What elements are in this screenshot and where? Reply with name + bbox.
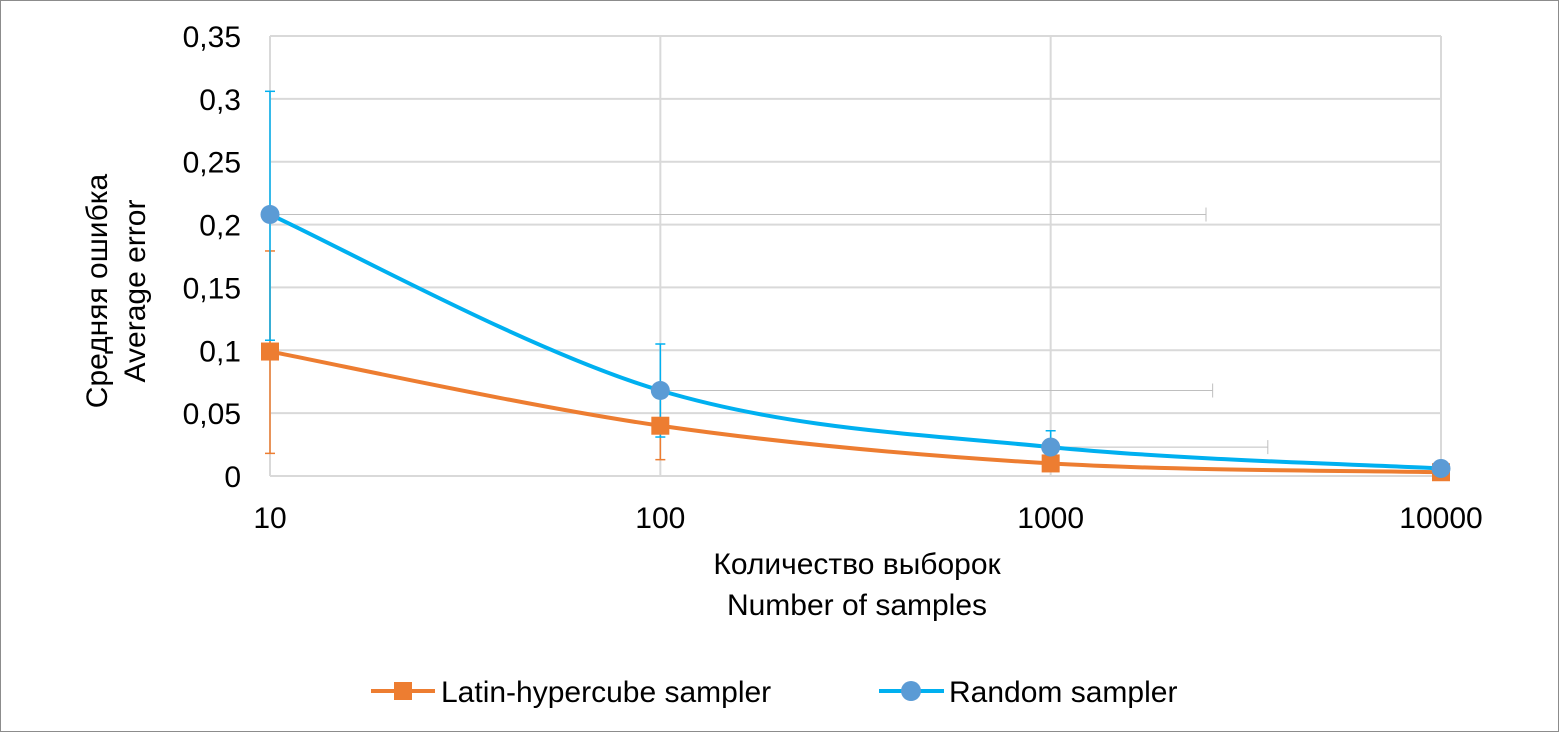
data-point-circle	[1431, 458, 1451, 478]
series-lines	[268, 212, 1443, 475]
x-tick-label: 1000	[1017, 502, 1084, 535]
y-tick-label: 0,1	[199, 335, 241, 368]
data-point-square	[261, 342, 279, 361]
legend-label: Latin-hypercube sampler	[441, 676, 771, 709]
tick-labels: 0 0,05 0,1 0,15 0,2 0,25 0,3 0,35 10 100 1000 10000	[183, 21, 1483, 535]
legend-swatch-circle-marker	[901, 681, 921, 701]
y-tick-label: 0,35	[183, 21, 241, 54]
y-tick-label: 0,25	[183, 147, 241, 180]
series-markers	[260, 205, 1451, 482]
data-point-square	[651, 416, 670, 435]
legend: Latin-hypercube sampler Random sampler	[371, 676, 1177, 709]
series-line	[268, 349, 1443, 475]
series-line	[268, 212, 1443, 471]
y-tick-label: 0,05	[183, 398, 241, 431]
x-axis-title-line-2: Number of samples	[727, 589, 987, 622]
grid	[269, 35, 1442, 477]
y-tick-label: 0,2	[199, 210, 241, 243]
legend-item-latin-hypercube: Latin-hypercube sampler	[371, 676, 771, 709]
y-tick-label: 0,15	[183, 272, 241, 305]
x-tick-label: 10	[253, 502, 286, 535]
y-axis-title: Средняя ошибка Average error	[81, 173, 152, 408]
data-point-circle	[650, 381, 670, 401]
data-point-circle	[260, 205, 280, 225]
legend-item-random-sampler: Random sampler	[879, 676, 1177, 709]
x-tick-label: 10000	[1399, 502, 1482, 535]
y-axis-title-line-2: Average error	[119, 200, 152, 383]
y-tick-label: 0,3	[199, 84, 241, 117]
x-tick-label: 100	[635, 502, 685, 535]
legend-swatch-square-marker	[394, 682, 412, 700]
x-axis-title-line-1: Количество выборок	[713, 548, 1001, 581]
y-tick-label: 0	[224, 461, 241, 494]
y-axis-title-line-1: Средняя ошибка	[81, 173, 114, 408]
legend-label: Random sampler	[949, 676, 1177, 709]
data-point-square	[1041, 454, 1060, 473]
data-point-circle	[1041, 437, 1061, 457]
